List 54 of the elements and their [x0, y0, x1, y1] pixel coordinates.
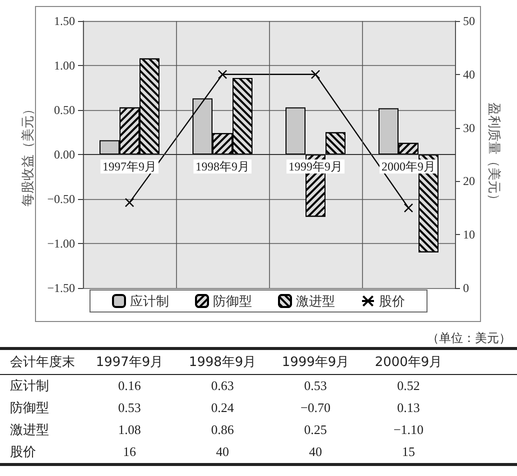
y2-axis-title: 盈利质量（美元） — [486, 102, 502, 206]
text: 应计制 — [10, 379, 49, 394]
y-axis-title: 每股收益（美元） — [20, 102, 36, 206]
data-label: 0.25 — [303, 421, 328, 439]
data-label: 16 — [122, 443, 137, 461]
data-label: 0.63 — [210, 377, 235, 395]
text: 防御型 — [10, 401, 49, 416]
data-label: 0.13 — [396, 399, 421, 417]
text: 激进型 — [10, 423, 49, 438]
text: 会计年度末 — [9, 354, 76, 372]
y2-tick-label: 50 — [463, 14, 475, 28]
y-tick-label: −0.50 — [47, 192, 75, 206]
y-tick-label: 0.50 — [54, 103, 75, 117]
y-tick-label: 1.50 — [54, 14, 75, 28]
bar — [286, 107, 306, 154]
data-label: −0.70 — [299, 399, 332, 417]
point — [124, 198, 134, 208]
text: 股价 — [10, 445, 36, 460]
legend-label: 股价 — [379, 294, 405, 308]
legend-label: 激进型 — [296, 294, 335, 308]
y-tick-label: −1.00 — [47, 236, 75, 250]
category-label: 2000年9月 — [382, 160, 436, 174]
y-tick-label: −1.50 — [47, 281, 75, 295]
data-label: 0.53 — [303, 377, 328, 395]
data-label: 0.24 — [210, 399, 235, 417]
legend-label: 防御型 — [213, 294, 252, 308]
y2-tick-label: 30 — [463, 120, 475, 135]
x-tick-label: 1999年9月 — [280, 354, 350, 372]
legend-label: 应计制 — [130, 294, 169, 308]
data-label: 0.52 — [396, 377, 421, 395]
y2-tick-label: 40 — [463, 67, 475, 82]
data-label: 0.16 — [117, 377, 142, 395]
y2-tick-label: 10 — [463, 228, 475, 242]
data-label: 0.86 — [210, 421, 235, 439]
x-tick-label: 1997年9月 — [94, 354, 164, 372]
data-label: 1.08 — [117, 421, 142, 439]
data-label: 40 — [308, 443, 323, 461]
category-label: 1998年9月 — [196, 160, 250, 174]
y2-tick-label: 20 — [463, 174, 475, 188]
text: （单位：美元） — [427, 330, 511, 347]
category-label: 1997年9月 — [102, 160, 156, 174]
point — [218, 70, 228, 80]
y2-tick-label: 0 — [463, 281, 469, 295]
data-label: 15 — [401, 443, 416, 461]
data-label: 40 — [215, 443, 230, 461]
y-tick-label: 1.00 — [54, 58, 75, 72]
y-tick-label: 0.00 — [54, 148, 75, 162]
point — [404, 203, 414, 213]
x-tick-label: 2000年9月 — [374, 354, 444, 372]
data-label: −1.10 — [392, 421, 425, 439]
category-label: 1999年9月 — [288, 160, 342, 174]
data-label: 0.53 — [117, 399, 142, 417]
point — [310, 70, 320, 80]
x-tick-label: 1998年9月 — [188, 354, 258, 372]
